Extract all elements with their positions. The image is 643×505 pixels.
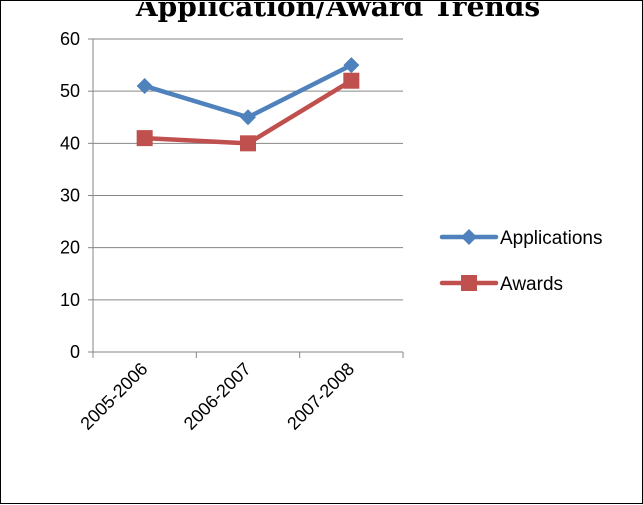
data-point-applications-2007-2008 xyxy=(343,57,360,74)
series-layer xyxy=(136,57,360,152)
legend: Applications Awards xyxy=(439,228,602,295)
y-tick-label-40: 40 xyxy=(60,133,80,153)
data-point-awards-2006-2007 xyxy=(240,135,256,152)
x-tick-label-2007-2008: 2007-2008 xyxy=(283,359,358,434)
series-applications xyxy=(136,57,360,126)
data-point-awards-2007-2008 xyxy=(343,72,360,89)
y-tick-label-0: 0 xyxy=(70,342,80,362)
y-tick-label-60: 60 xyxy=(60,29,80,49)
legend-marker-applications xyxy=(461,229,477,245)
legend-marker-awards xyxy=(461,275,477,291)
chart-title: Application/Award Trends xyxy=(135,1,540,23)
data-point-awards-2005-2006 xyxy=(136,130,153,147)
x-tick-label-2006-2007: 2006-2007 xyxy=(180,359,255,434)
y-tick-label-20: 20 xyxy=(60,238,80,258)
legend-label-applications: Applications xyxy=(500,228,602,249)
legend-item-applications: Applications xyxy=(439,228,602,249)
data-point-applications-2006-2007 xyxy=(240,109,256,126)
y-tick-label-50: 50 xyxy=(60,81,80,101)
y-tick-label-30: 30 xyxy=(60,186,80,206)
x-tick-label-2005-2006: 2005-2006 xyxy=(76,359,151,434)
legend-label-awards: Awards xyxy=(500,274,563,295)
series-awards xyxy=(136,72,360,152)
y-tick-label-10: 10 xyxy=(60,290,80,310)
data-point-applications-2005-2006 xyxy=(136,77,153,94)
legend-item-awards: Awards xyxy=(439,274,563,295)
axes: 0 10 20 30 40 50 60 2005-2006 2006-2007 2007-2008 xyxy=(60,29,404,434)
